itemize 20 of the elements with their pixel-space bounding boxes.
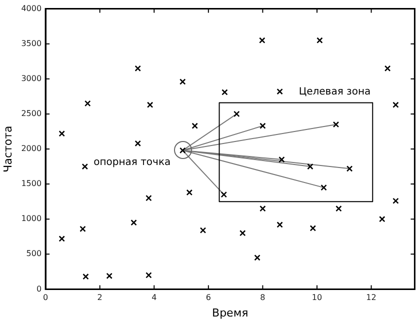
- annotation: опорная точка: [94, 156, 171, 168]
- y-tick-label: 4000: [21, 4, 42, 13]
- y-tick-label: 3500: [21, 38, 42, 48]
- x-tick-label: 12: [366, 293, 376, 302]
- y-axis-title: Частота: [1, 126, 14, 172]
- x-tick-label: 8: [260, 293, 266, 302]
- x-tick-label: 2: [97, 293, 102, 302]
- y-tick-label: 2500: [21, 109, 42, 118]
- y-tick-label: 1500: [21, 179, 42, 188]
- x-tick-label: 6: [206, 293, 211, 302]
- x-tick-label: 0: [43, 293, 48, 302]
- y-tick-label: 3000: [21, 74, 42, 83]
- x-tick-label: 10: [312, 293, 322, 302]
- y-tick-label: 0: [36, 284, 42, 294]
- y-tick-label: 1000: [21, 214, 42, 224]
- x-tick-label: 4: [152, 293, 157, 302]
- x-axis-title: Время: [212, 306, 248, 320]
- y-tick-label: 500: [26, 249, 42, 258]
- annotation: Целевая зона: [298, 86, 371, 98]
- y-tick-label: 2000: [21, 144, 42, 154]
